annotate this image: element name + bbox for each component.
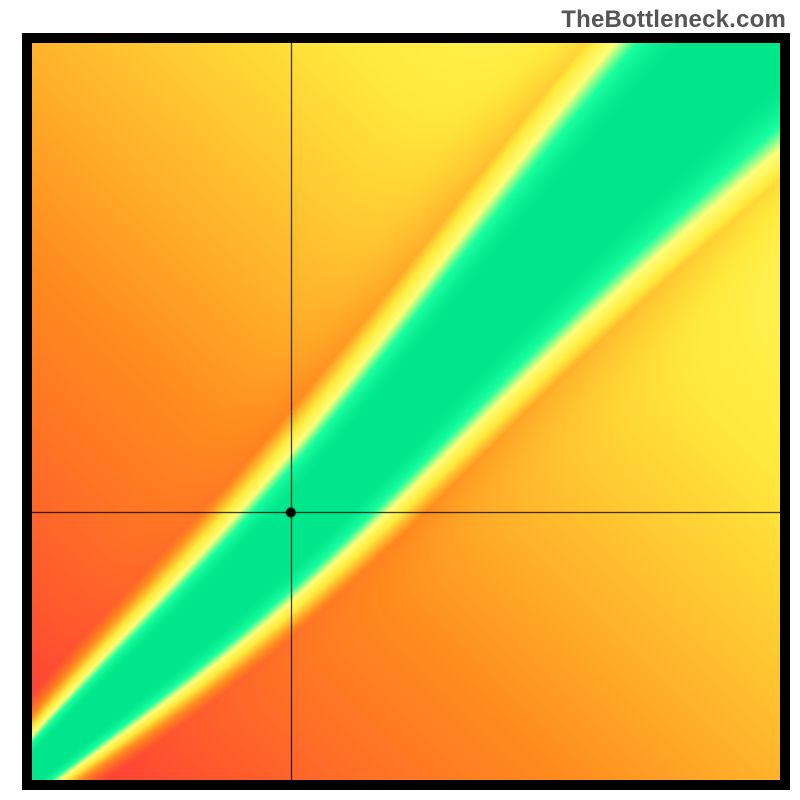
chart-border-top [22, 33, 790, 43]
chart-border-right [780, 33, 790, 790]
watermark-text: TheBottleneck.com [561, 6, 786, 34]
chart-border-left [22, 33, 32, 790]
crosshair-overlay [32, 43, 780, 780]
chart-border-bottom [22, 780, 790, 790]
